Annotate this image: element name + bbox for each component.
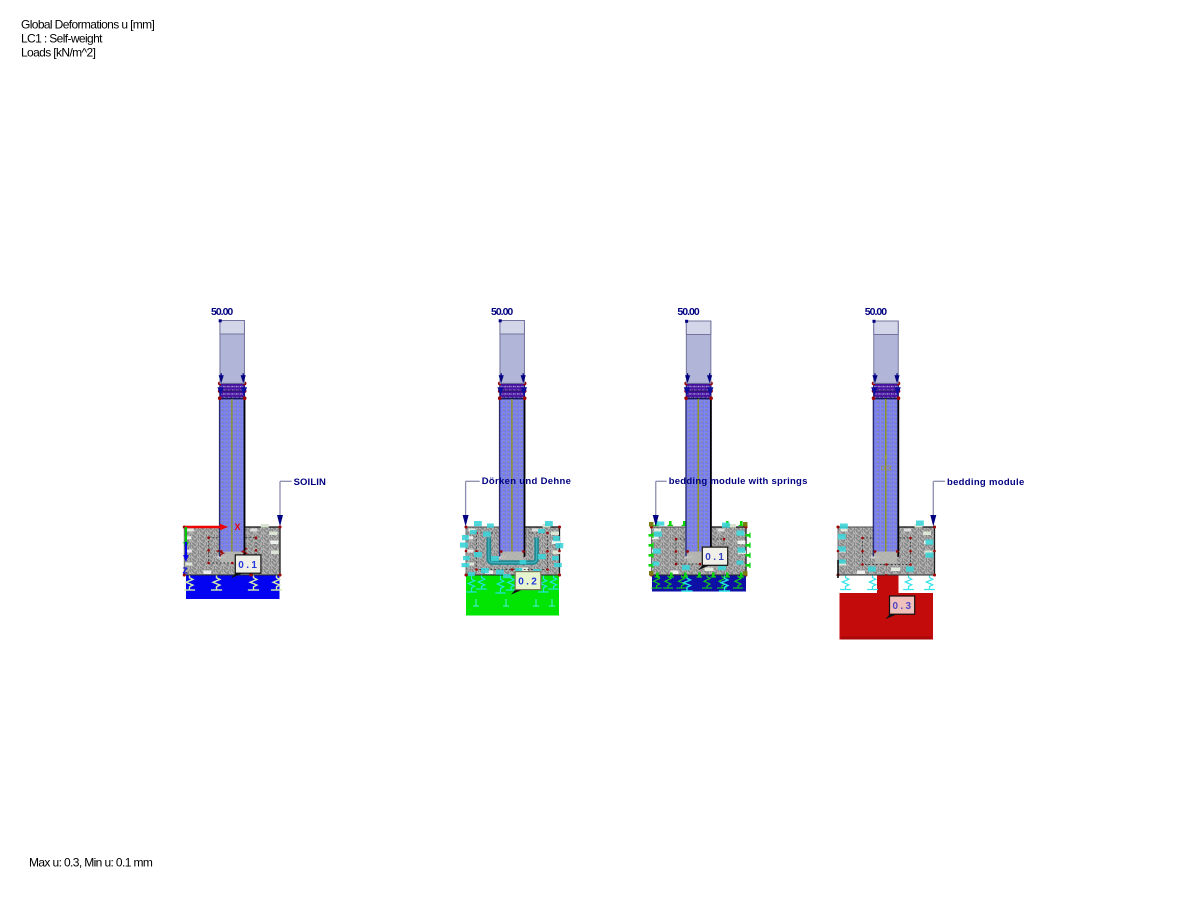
svg-text:Z: Z bbox=[183, 566, 188, 576]
svg-text:50.00: 50.00 bbox=[677, 306, 699, 318]
svg-text:0.1: 0.1 bbox=[705, 552, 726, 563]
svg-text:50.00: 50.00 bbox=[865, 306, 887, 318]
svg-text:bedding module: bedding module bbox=[947, 477, 1025, 488]
svg-text:0.2: 0.2 bbox=[518, 576, 539, 587]
svg-text:X: X bbox=[235, 522, 241, 532]
svg-text:Dörken und Dehne: Dörken und Dehne bbox=[482, 476, 572, 487]
svg-text:LC1 : Self-weight: LC1 : Self-weight bbox=[21, 32, 103, 46]
svg-text:0.3: 0.3 bbox=[893, 601, 914, 612]
svg-text:Loads [kN/m^2]: Loads [kN/m^2] bbox=[21, 46, 96, 60]
svg-text:0.3: 0.3 bbox=[881, 464, 891, 473]
svg-text:SOILIN: SOILIN bbox=[294, 477, 326, 488]
svg-text:50.00: 50.00 bbox=[491, 306, 513, 318]
svg-text:Max u: 0.3, Min u: 0.1 mm: Max u: 0.3, Min u: 0.1 mm bbox=[29, 856, 153, 870]
svg-text:0.1: 0.1 bbox=[238, 560, 259, 571]
svg-text:bedding module with springs: bedding module with springs bbox=[669, 476, 808, 487]
svg-text:Global Deformations u [mm]: Global Deformations u [mm] bbox=[21, 18, 155, 32]
svg-text:50.00: 50.00 bbox=[211, 306, 233, 318]
